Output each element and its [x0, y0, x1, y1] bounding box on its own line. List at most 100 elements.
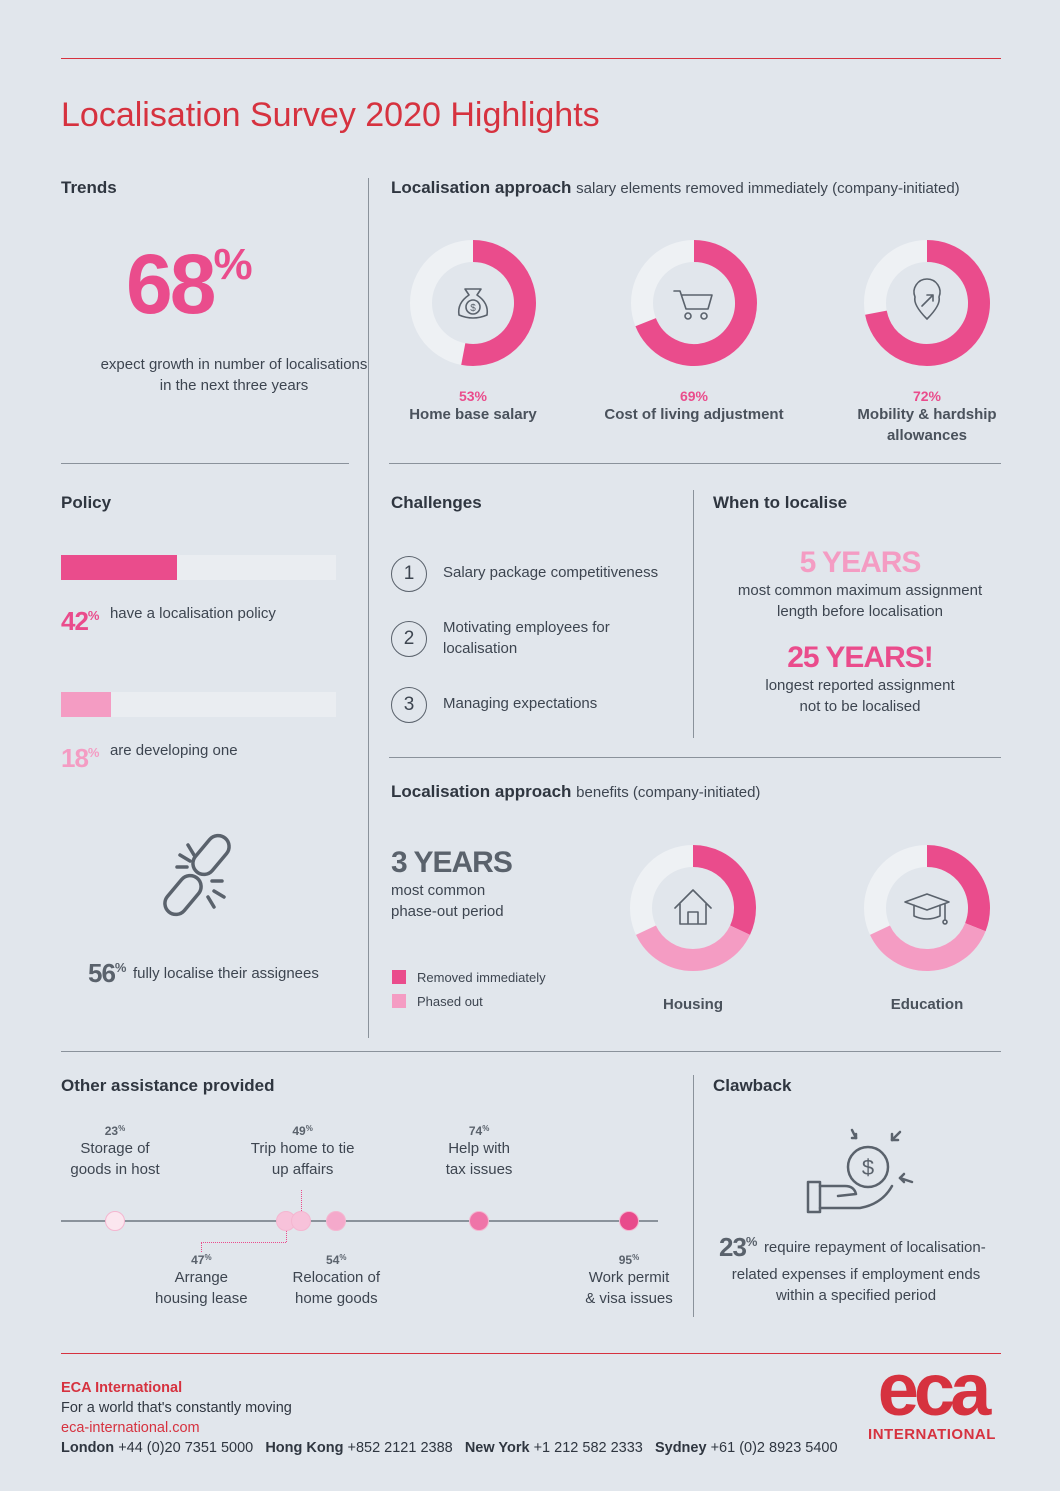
timeline-pct: 95% [618, 1253, 640, 1267]
policy-stat-text: are developing one [109, 742, 238, 759]
page-title: Localisation Survey 2020 Highlights [61, 96, 600, 134]
benefit-label-education: Education [890, 996, 964, 1013]
challenges-heading: Challenges [391, 493, 482, 512]
approach-divider [389, 463, 1001, 464]
footer-website-link[interactable]: eca-international.com [61, 1420, 200, 1436]
eca-logo: eca INTERNATIONAL [862, 1348, 1002, 1444]
svg-text:$: $ [862, 1155, 874, 1180]
timeline-dot [619, 1211, 639, 1231]
policy-bar-2 [61, 692, 336, 717]
footer-rule [61, 1353, 1001, 1354]
timeline-label: 74% Help with tax issues [414, 1124, 544, 1180]
approach-benefits-heading: Localisation approach benefits (company-… [391, 782, 761, 801]
challenges-bottom-divider [389, 757, 1001, 758]
other-assistance-heading: Other assistance provided [61, 1076, 275, 1095]
salary-donut-1: $ [410, 240, 536, 366]
logo-sub: INTERNATIONAL [868, 1426, 996, 1443]
when-stat-2-value: 25 YEARS! [787, 641, 934, 674]
salary-item-1: 53% Home base salary [393, 388, 553, 425]
policy-stat-value: 18% [61, 743, 100, 773]
policy-bar-fill [61, 692, 111, 717]
footer-tagline: For a world that's constantly moving [61, 1400, 292, 1416]
donut-removed-arc [926, 845, 990, 932]
timeline-dot [326, 1211, 347, 1231]
legend-label-removed: Removed immediately [417, 970, 546, 985]
top-rule [61, 58, 1001, 59]
svg-text:$: $ [470, 303, 476, 314]
trends-value: 68% [126, 237, 253, 331]
timeline-pct: 74% [468, 1124, 490, 1138]
challenge-1-text: Salary package competitiveness [443, 564, 659, 581]
approach-salary-heading: Localisation approach salary elements re… [391, 178, 960, 197]
policy-stat-2: 18% are developing one [61, 742, 238, 774]
legend-label-phased: Phased out [417, 994, 483, 1009]
salary-item-pct: 53% [458, 388, 488, 404]
donut-phased-arc [870, 922, 986, 971]
donut-removed-arc [692, 845, 756, 935]
when-stat-1: 5 YEARS most common maximum assignment l… [710, 546, 1010, 622]
challenge-2-text: Motivating employees for localisation [443, 619, 610, 657]
policy-heading: Policy [61, 493, 112, 512]
fully-localise-text: fully localise their assignees [132, 965, 319, 982]
timeline-axis [61, 1220, 658, 1222]
policy-bar-1 [61, 555, 336, 580]
footer-offices: London +44 (0)20 7351 5000 Hong Kong +85… [61, 1440, 838, 1456]
timeline-label: 23% Storage of goods in host [50, 1124, 180, 1180]
money-bag-icon: $ [457, 288, 489, 319]
when-stat-1-value: 5 YEARS [799, 546, 922, 579]
location-arrow-icon [913, 278, 941, 320]
donut-value-arc [865, 240, 990, 366]
timeline-pct: 47% [191, 1253, 212, 1267]
salary-item-pct: 69% [679, 388, 709, 404]
when-stat-2: 25 YEARS! longest reported assignment no… [710, 641, 1010, 717]
clawback-value: 23% [719, 1232, 758, 1262]
timeline-label: 47% Arrange housing lease [136, 1253, 266, 1309]
graduation-cap-icon [904, 893, 950, 925]
footer-company: ECA International [61, 1380, 183, 1396]
timeline-label: 95% Work permit & visa issues [564, 1253, 694, 1309]
timeline-leader-line [286, 1231, 288, 1242]
legend-swatch-removed [392, 970, 406, 984]
clawback-divider [693, 1075, 694, 1317]
policy-bar-fill [61, 555, 177, 580]
policy-stat-text: have a localisation policy [109, 605, 276, 622]
challenges-divider [693, 490, 694, 738]
fully-localise-value: 56% [88, 958, 127, 988]
benefits-donut-chart [630, 845, 990, 971]
salary-item-label: Cost of living adjustment [604, 406, 784, 423]
timeline-leader-line [201, 1242, 287, 1252]
hand-coin-icon: $ [806, 1128, 914, 1214]
salary-item-label: Mobility & hardship [857, 406, 997, 423]
timeline-dot [290, 1211, 311, 1231]
legend-swatch-phased [392, 994, 406, 1008]
trends-divider [61, 463, 349, 464]
shopping-cart-icon [673, 290, 713, 320]
phase-out-value: 3 YEARS [391, 846, 513, 879]
timeline-label: 54% Relocation of home goods [271, 1253, 401, 1309]
trends-caption: expect growth in number of localisations… [100, 356, 368, 394]
donut-value-arc [461, 240, 536, 366]
salary-donut-3 [864, 240, 990, 366]
policy-fully-localise: 56% fully localise their assignees [88, 958, 319, 989]
trends-heading: Trends [61, 178, 117, 197]
challenge-number-3: 3 [391, 687, 427, 723]
timeline-pct: 54% [326, 1253, 347, 1267]
donut-value-arc [635, 240, 757, 366]
salary-item-label: Home base salary [409, 406, 537, 423]
policy-stat-value: 42% [61, 606, 100, 636]
salary-item-pct: 72% [912, 388, 942, 404]
phase-out-stat: 3 YEARS most common phase-out period [391, 846, 513, 920]
main-column-divider [368, 178, 369, 1038]
policy-stat-1: 42% have a localisation policy [61, 605, 276, 637]
footer-info: ECA International For a world that's con… [61, 1378, 838, 1458]
timeline-dot [105, 1211, 125, 1231]
timeline-pct: 23% [104, 1124, 126, 1138]
benefit-donut-2 [864, 845, 990, 971]
clawback-heading: Clawback [713, 1076, 792, 1095]
logo-wordmark: eca [877, 1348, 991, 1431]
lower-divider [61, 1051, 1001, 1052]
donut-phased-arc [636, 924, 750, 971]
salary-donut-2 [631, 240, 757, 366]
timeline-dot [469, 1211, 490, 1231]
timeline-pct: 49% [292, 1124, 313, 1138]
